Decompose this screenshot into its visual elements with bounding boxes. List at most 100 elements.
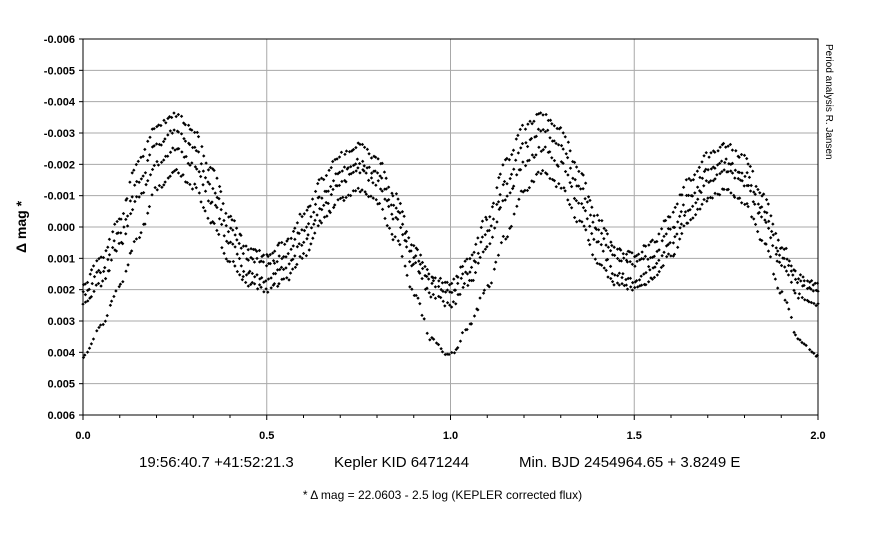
data-point xyxy=(180,150,184,154)
data-point xyxy=(152,126,156,131)
data-point xyxy=(742,153,747,158)
data-point xyxy=(511,184,516,188)
data-point xyxy=(155,159,159,164)
data-point xyxy=(695,185,700,189)
data-point xyxy=(163,180,167,184)
data-point xyxy=(105,313,109,318)
data-point xyxy=(322,215,327,219)
data-point xyxy=(228,259,232,264)
data-point xyxy=(569,206,574,210)
data-point xyxy=(248,282,253,287)
data-point xyxy=(185,180,190,185)
data-point xyxy=(343,152,347,157)
data-point xyxy=(797,292,802,296)
data-point xyxy=(519,146,523,150)
data-point xyxy=(556,143,561,147)
data-point xyxy=(300,214,304,219)
data-point xyxy=(139,177,144,181)
data-point xyxy=(765,211,769,215)
data-point xyxy=(548,136,552,140)
data-point xyxy=(179,174,183,178)
data-point xyxy=(566,198,570,202)
data-point xyxy=(251,257,255,261)
data-point xyxy=(756,187,760,192)
data-point xyxy=(170,131,175,135)
data-point xyxy=(716,149,720,153)
data-point xyxy=(646,264,651,269)
data-point xyxy=(729,191,733,195)
data-point xyxy=(111,230,115,234)
data-point xyxy=(351,147,356,152)
data-point xyxy=(766,202,770,206)
data-point xyxy=(634,254,639,258)
data-point xyxy=(592,214,596,218)
data-point xyxy=(90,281,94,286)
data-point xyxy=(576,184,581,188)
data-point xyxy=(583,181,588,185)
data-point xyxy=(617,283,621,287)
data-point xyxy=(193,182,197,186)
y-tick-label: 0.000 xyxy=(47,222,75,234)
data-point xyxy=(581,205,586,210)
data-point xyxy=(684,178,689,182)
data-point xyxy=(655,273,660,277)
data-point xyxy=(809,287,813,291)
data-point xyxy=(586,195,591,199)
data-point xyxy=(558,126,563,130)
data-point xyxy=(101,269,106,274)
data-point xyxy=(582,224,586,228)
data-point xyxy=(293,254,297,258)
data-point xyxy=(305,208,309,212)
data-point xyxy=(643,244,648,248)
chart-footnote: * Δ mag = 22.0603 - 2.5 log (KEPLER corr… xyxy=(302,488,583,502)
data-point xyxy=(354,169,358,173)
data-point xyxy=(621,252,625,256)
data-point xyxy=(786,273,791,277)
data-point xyxy=(795,280,800,285)
data-point xyxy=(219,207,223,212)
data-point xyxy=(261,253,266,257)
data-point xyxy=(699,190,703,195)
data-point xyxy=(543,130,548,134)
data-point xyxy=(229,214,233,218)
data-point xyxy=(156,163,161,167)
data-point xyxy=(694,201,698,205)
side-note: Period analysis R. Jansen xyxy=(823,44,834,160)
data-point xyxy=(692,173,697,177)
data-point xyxy=(488,215,492,219)
data-point xyxy=(580,220,584,224)
data-point xyxy=(304,254,309,258)
data-point xyxy=(391,217,395,221)
data-point xyxy=(341,195,345,200)
data-point xyxy=(583,197,587,201)
data-point xyxy=(693,191,697,195)
data-point xyxy=(95,270,99,274)
data-point xyxy=(751,200,756,204)
data-point xyxy=(774,252,778,256)
data-point xyxy=(779,263,784,268)
data-point xyxy=(634,279,639,283)
data-point xyxy=(95,329,99,333)
data-point xyxy=(539,149,544,153)
data-point xyxy=(606,275,610,279)
data-point xyxy=(771,243,775,248)
data-point xyxy=(532,180,536,184)
data-point xyxy=(715,163,720,167)
data-point xyxy=(210,200,214,204)
data-point xyxy=(722,187,726,192)
data-point xyxy=(194,186,198,190)
data-point xyxy=(746,162,750,166)
data-point xyxy=(546,118,551,123)
data-point xyxy=(718,171,722,176)
data-point xyxy=(566,173,570,177)
data-point xyxy=(700,160,704,164)
data-point xyxy=(635,259,639,263)
data-point xyxy=(146,139,150,143)
data-point xyxy=(306,233,310,237)
data-point xyxy=(126,263,130,267)
data-point xyxy=(726,187,730,192)
data-point xyxy=(774,246,778,250)
data-point xyxy=(171,146,175,150)
data-point xyxy=(679,209,683,214)
data-point xyxy=(498,205,503,210)
